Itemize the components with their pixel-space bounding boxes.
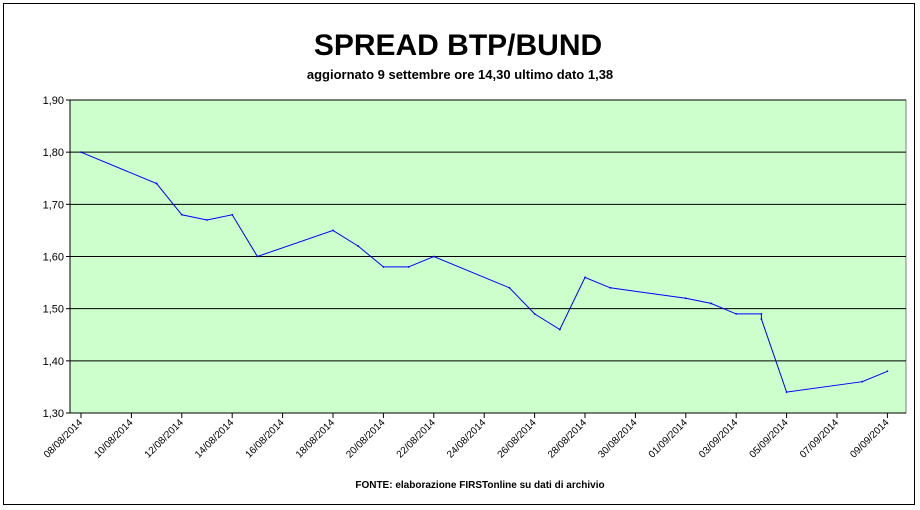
x-axis-ticks: 08/08/2014 10/08/2014 12/08/2014 14/08/2014… (42, 412, 906, 461)
data-point (584, 276, 586, 279)
data-point (558, 328, 561, 331)
x-tick-label: 08/08/2014 (42, 417, 85, 460)
x-tick-label: 14/08/2014 (193, 417, 236, 460)
data-point (508, 286, 511, 289)
data-point (231, 213, 234, 216)
data-point (407, 266, 410, 268)
data-point (80, 151, 82, 154)
x-tick-label: 01/09/2014 (647, 417, 690, 460)
chart-source-note: FONTE: elaborazione FIRSTonline su dati … (355, 480, 604, 491)
data-point (760, 312, 763, 315)
y-tick-label: 1,30 (43, 408, 64, 420)
y-tick-label: 1,50 (43, 304, 64, 316)
x-tick-label: 30/08/2014 (596, 417, 639, 460)
x-tick-label: 16/08/2014 (244, 417, 287, 460)
x-tick-label: 07/09/2014 (798, 417, 841, 460)
chart-subtitle: aggiornato 9 settembre ore 14,30 ultimo … (307, 67, 613, 82)
data-point (861, 380, 864, 383)
x-tick-label: 10/08/2014 (92, 417, 135, 460)
x-tick-label: 03/09/2014 (697, 417, 740, 460)
data-point (206, 219, 208, 221)
data-point (332, 229, 334, 232)
x-tick-label: 12/08/2014 (143, 417, 186, 460)
data-point (886, 370, 889, 373)
data-point (256, 255, 259, 258)
y-tick-label: 1,70 (43, 199, 64, 211)
data-point (710, 302, 712, 305)
x-tick-label: 20/08/2014 (344, 417, 387, 460)
x-tick-label: 05/09/2014 (748, 417, 791, 460)
x-tick-label: 18/08/2014 (294, 417, 337, 460)
y-tick-label: 1,40 (43, 356, 64, 368)
data-point (609, 286, 612, 289)
data-point (684, 297, 687, 300)
x-tick-label: 28/08/2014 (546, 417, 589, 460)
data-point (180, 213, 183, 216)
x-tick-label: 22/08/2014 (395, 417, 438, 460)
y-tick-label: 1,90 (43, 95, 64, 107)
data-point (357, 245, 360, 247)
y-axis-ticks: 1,30 1,40 1,50 1,60 1,70 1,80 1,90 (43, 95, 71, 420)
y-tick-label: 1,80 (43, 147, 64, 159)
x-tick-label: 09/09/2014 (848, 417, 891, 460)
series-points (80, 151, 889, 394)
x-tick-label: 24/08/2014 (445, 417, 488, 460)
y-tick-label: 1,60 (43, 252, 64, 264)
gridlines (70, 99, 906, 362)
data-point (432, 255, 435, 258)
chart-title: SPREAD BTP/BUND (314, 29, 602, 62)
x-tick-label: 26/08/2014 (496, 417, 539, 460)
data-point (785, 391, 788, 394)
data-point (533, 312, 536, 315)
data-point (735, 312, 738, 315)
data-point (155, 182, 158, 185)
data-point (760, 318, 763, 320)
data-point (382, 266, 385, 268)
